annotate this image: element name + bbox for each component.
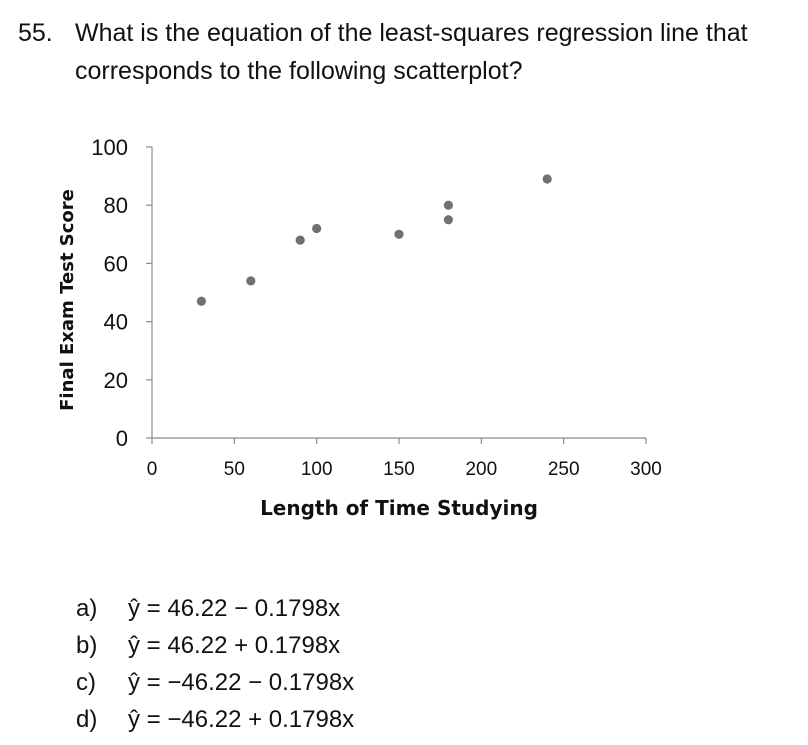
answer-c-text: ŷ = −46.22 − 0.1798x [128, 669, 355, 696]
data-point [443, 200, 453, 210]
question: 55. What is the equation of the least-sq… [18, 14, 778, 90]
question-number: 55. [18, 19, 53, 47]
answer-a-letter: a) [76, 595, 98, 622]
y-ticks: 0 20 40 60 80 100 [91, 135, 152, 451]
data-point [312, 223, 322, 234]
answer-a-text: ŷ = 46.22 − 0.1798x [128, 595, 341, 622]
answer-b-text: ŷ = 46.22 + 0.1798x [128, 632, 341, 659]
x-tick-label: 50 [224, 459, 245, 480]
x-ticks: 0 50 100 150 200 250 300 [147, 438, 662, 480]
x-axis-label: Length of Time Studying [260, 496, 538, 520]
data-points [196, 174, 552, 306]
answer-d-letter: d) [76, 706, 98, 733]
y-tick-label: 20 [104, 368, 128, 393]
answer-b[interactable]: b) ŷ = 46.22 + 0.1798x [76, 627, 354, 664]
answer-d-text: ŷ = −46.22 + 0.1798x [128, 706, 355, 733]
answer-a[interactable]: a) ŷ = 46.22 − 0.1798x [76, 590, 354, 627]
answer-c-letter: c) [76, 669, 96, 696]
x-tick-label: 300 [630, 459, 662, 480]
x-tick-label: 0 [147, 459, 158, 480]
y-tick-label: 60 [104, 251, 128, 276]
y-tick-label: 40 [104, 310, 128, 335]
y-tick-label: 80 [104, 193, 128, 218]
data-point [394, 229, 404, 239]
x-tick-label: 150 [383, 459, 415, 480]
x-tick-label: 100 [301, 459, 333, 480]
x-tick-label: 200 [465, 459, 497, 480]
y-tick-label: 0 [116, 426, 128, 451]
data-point [443, 215, 453, 225]
data-point [295, 235, 305, 245]
answer-d[interactable]: d) ŷ = −46.22 + 0.1798x [76, 701, 354, 738]
x-tick-label: 250 [548, 459, 580, 480]
y-tick-label: 100 [91, 135, 128, 160]
answer-b-letter: b) [76, 632, 98, 659]
scatterplot: 0 20 40 60 80 100 0 50 100 150 200 250 300 Length o… [57, 135, 662, 520]
data-point [542, 174, 552, 184]
answer-choices: a) ŷ = 46.22 − 0.1798x b) ŷ = 46.22 + 0.… [76, 590, 354, 738]
data-point [246, 276, 256, 286]
y-axis-label: Final Exam Test Score [57, 189, 78, 411]
data-point [196, 296, 206, 306]
answer-c[interactable]: c) ŷ = −46.22 − 0.1798x [76, 664, 354, 701]
question-text: What is the equation of the least-square… [75, 19, 748, 85]
